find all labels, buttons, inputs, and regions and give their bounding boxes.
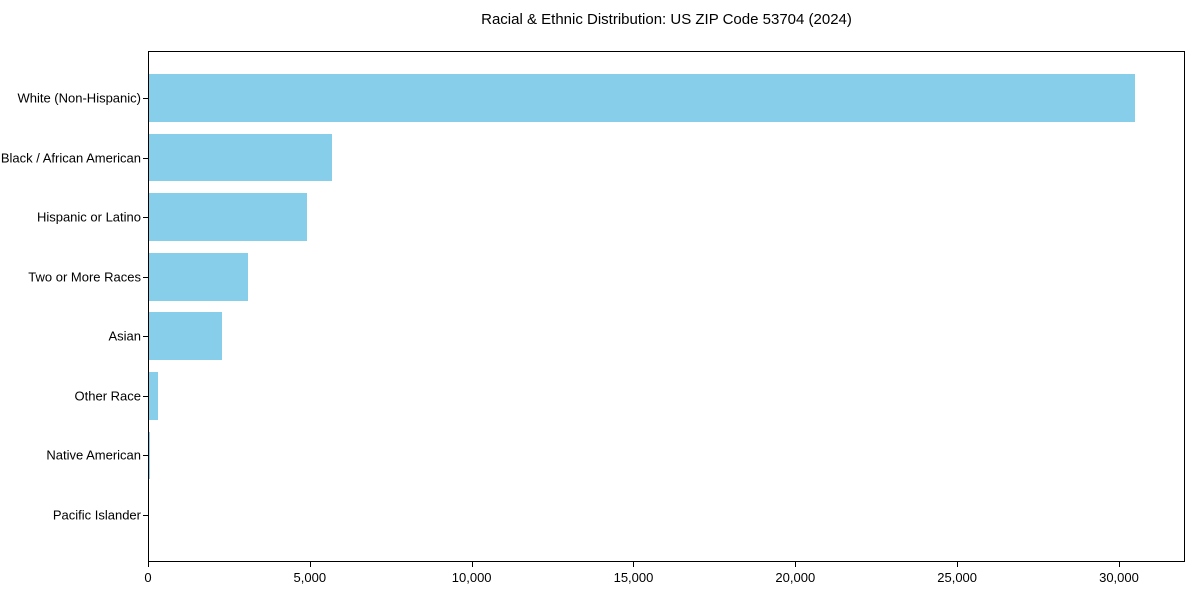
x-tick-label-20-000: 20,000 (775, 570, 816, 585)
category-label-hispanic-or-latino: Hispanic or Latino (36, 209, 141, 225)
bar-asian (149, 312, 223, 361)
chart-title: Racial & Ethnic Distribution: US ZIP Cod… (481, 11, 852, 28)
x-tick-label-0: 0 (144, 570, 152, 585)
x-tick-label-5-000: 5,000 (293, 570, 327, 585)
bar-black-african-american (149, 133, 333, 182)
category-label-white-non-hispanic: White (Non-Hispanic) (17, 90, 141, 106)
x-tick-mark (471, 562, 473, 567)
y-tick-mark (143, 336, 148, 338)
x-tick-mark (309, 562, 311, 567)
x-tick-mark (1118, 562, 1120, 567)
category-label-pacific-islander: Pacific Islander (52, 507, 141, 523)
y-tick-mark (143, 455, 148, 457)
x-tick-label-10-000: 10,000 (451, 570, 492, 585)
x-tick-label-25-000: 25,000 (937, 570, 978, 585)
x-tick-mark (633, 562, 635, 567)
y-tick-mark (143, 98, 148, 100)
category-label-other-race: Other Race (74, 388, 141, 404)
x-tick-label-15-000: 15,000 (613, 570, 654, 585)
x-tick-mark (148, 562, 149, 567)
y-tick-mark (143, 276, 148, 278)
category-label-two-or-more-races: Two or More Races (28, 269, 141, 285)
category-label-black-african-american: Black / African American (0, 150, 141, 166)
plot-area (148, 51, 1185, 562)
bar-native-american (149, 431, 150, 480)
y-tick-mark (143, 514, 148, 516)
bar-other-race (149, 372, 158, 420)
x-tick-label-30-000: 30,000 (1099, 570, 1139, 585)
category-label-native-american: Native American (46, 447, 141, 463)
x-tick-mark (795, 562, 797, 567)
bar-white-non-hispanic (149, 74, 1136, 122)
bar-two-or-more-races (149, 252, 249, 301)
y-tick-mark (143, 395, 148, 397)
y-tick-mark (143, 217, 148, 219)
bar-hispanic-or-latino (149, 193, 307, 241)
y-tick-mark (143, 157, 148, 159)
x-tick-mark (957, 562, 959, 567)
category-label-asian: Asian (108, 328, 141, 344)
